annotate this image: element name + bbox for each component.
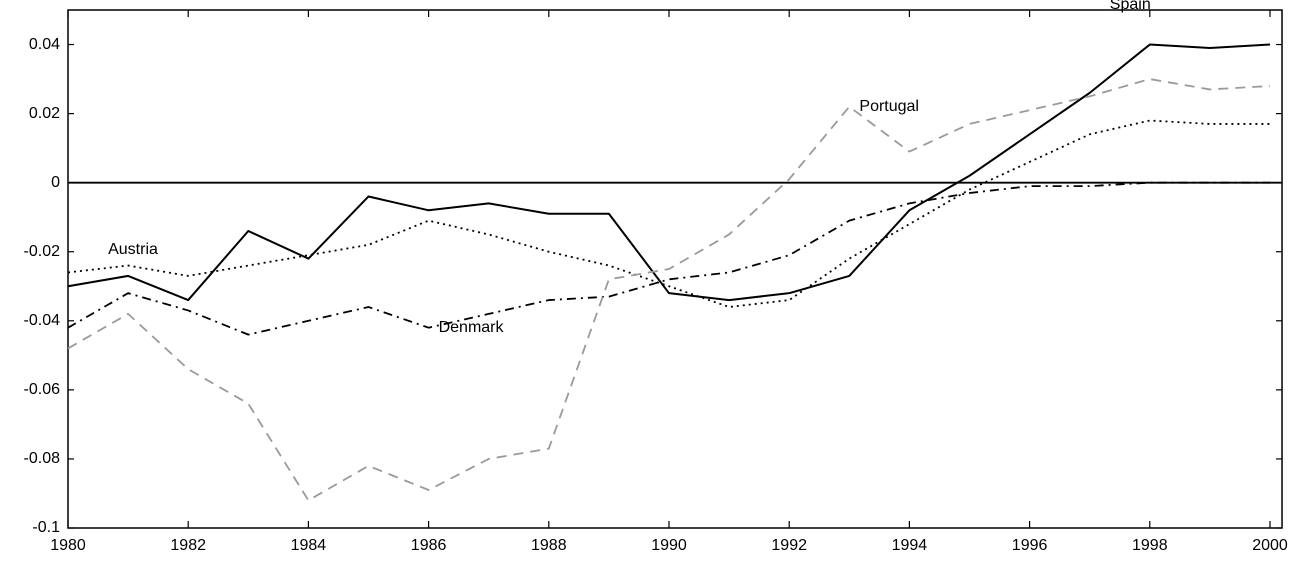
y-tick-label: -0.04	[24, 312, 61, 329]
x-tick-label: 1998	[1132, 537, 1168, 554]
y-tick-label: -0.02	[24, 243, 61, 260]
x-tick-label: 1992	[771, 537, 807, 554]
series-label: Austria	[108, 241, 158, 258]
y-tick-label: -0.1	[32, 519, 60, 536]
series-line	[67, 119, 1270, 308]
x-tick-label: 1988	[531, 537, 567, 554]
series-label: Portugal	[859, 98, 919, 115]
series-label: Spain	[1110, 0, 1151, 13]
y-tick-label: 0.04	[29, 36, 60, 53]
series-line	[67, 43, 1271, 302]
series-line	[67, 181, 1270, 336]
x-tick-label: 1980	[50, 537, 86, 554]
plot-frame	[67, 9, 1283, 529]
x-tick-label: 1990	[651, 537, 687, 554]
x-tick-label: 1986	[411, 537, 447, 554]
x-tick-label: 1982	[170, 537, 206, 554]
y-tick-label: 0	[51, 174, 60, 191]
y-tick-label: 0.02	[29, 105, 60, 122]
series-label: Denmark	[439, 319, 505, 336]
x-tick-label: 1984	[291, 537, 327, 554]
y-tick-label: -0.08	[24, 450, 61, 467]
x-tick-label: 1994	[892, 537, 928, 554]
x-tick-label: 2000	[1252, 537, 1288, 554]
x-tick-label: 1996	[1012, 537, 1048, 554]
series-line	[67, 78, 1271, 502]
y-tick-label: -0.06	[24, 381, 61, 398]
